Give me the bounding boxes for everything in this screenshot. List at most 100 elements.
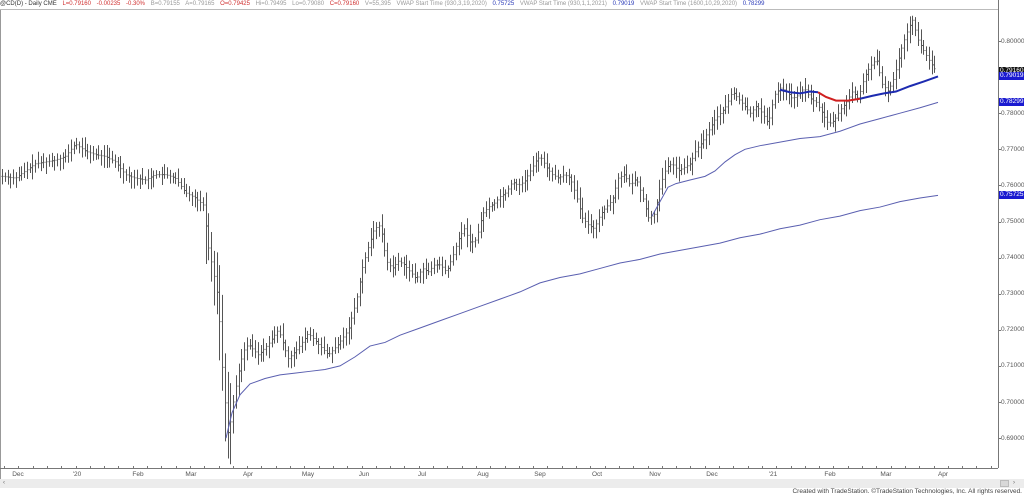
price-marker: 0.78299: [999, 98, 1024, 107]
time-axis-tick: [390, 466, 392, 469]
time-axis-tick: [833, 466, 835, 469]
time-axis-tick: [776, 466, 778, 469]
scroll-right-arrow-icon[interactable]: ›: [1013, 480, 1015, 486]
time-axis-tick: [347, 466, 349, 469]
price-axis-label: 0.74000: [1001, 254, 1024, 262]
price-axis-label: 0.73000: [1001, 290, 1024, 298]
high-price: Hi=0.79495: [255, 1, 287, 7]
time-axis-tick: [232, 466, 234, 469]
plot-left-border: [0, 10, 1, 480]
time-axis-label: May: [301, 471, 315, 478]
price-marker: 0.75725: [999, 191, 1024, 200]
time-axis-tick: [819, 466, 821, 469]
chart-scrollbar[interactable]: ‹ ›: [0, 479, 1024, 488]
time-axis-tick: [862, 466, 863, 469]
time-axis-label: Dec: [12, 471, 24, 478]
time-axis-label: Jul: [417, 471, 427, 478]
time-axis-tick: [175, 466, 177, 469]
scroll-thumb[interactable]: [1000, 480, 1009, 487]
time-axis-tick: [404, 466, 406, 469]
price-axis-label: 0.75000: [1001, 218, 1024, 225]
time-axis-label: '20: [72, 471, 82, 478]
time-axis-tick: [32, 466, 34, 469]
time-axis-label: Dec: [706, 471, 718, 478]
vwap-2021-line: [859, 75, 939, 100]
vwap1-label: VWAP Start Time (930,3,19,2020): [396, 1, 487, 7]
time-axis-line: [0, 468, 998, 469]
vwap-line: [651, 101, 939, 217]
ask-price: A=0.79165: [185, 1, 215, 7]
time-axis-label: Aug: [477, 471, 489, 478]
last-price: L=0.79160: [62, 1, 91, 7]
time-axis-label: Mar: [880, 471, 892, 478]
time-axis-tick: [661, 466, 663, 469]
time-axis-tick: [947, 466, 949, 469]
time-axis-tick: [475, 466, 477, 469]
price-axis-tick: [998, 113, 1001, 115]
price-axis-line: [998, 0, 999, 468]
price-axis-label: 0.78000: [1001, 109, 1024, 117]
price-axis-tick: [998, 365, 1001, 367]
time-axis-tick: [18, 466, 20, 469]
time-axis-tick: [647, 466, 649, 469]
time-axis-tick: [304, 466, 306, 469]
time-axis-tick: [876, 466, 878, 469]
time-axis-tick: [118, 466, 120, 469]
time-axis-tick: [189, 466, 191, 469]
time-axis-tick: [933, 466, 935, 469]
price-axis-tick: [998, 402, 1001, 403]
low-price: Lo=0.79080: [292, 1, 325, 7]
time-axis-tick: [518, 466, 520, 469]
time-axis-tick: [847, 466, 849, 469]
time-axis-tick: [46, 466, 48, 469]
scroll-left-arrow-icon[interactable]: ‹: [3, 480, 5, 486]
time-axis-label: Oct: [591, 471, 603, 478]
vwap3-value: 0.78299: [742, 1, 765, 7]
time-axis-tick: [332, 466, 334, 469]
time-axis-tick: [533, 466, 535, 469]
time-axis-tick: [375, 466, 377, 469]
time-axis-tick: [962, 466, 964, 469]
price-axis-label: 0.71000: [1001, 362, 1024, 370]
time-axis-tick: [218, 466, 220, 469]
time-axis-tick: [61, 466, 63, 469]
time-axis-tick: [461, 466, 463, 469]
time-axis-label: '21: [768, 471, 778, 478]
time-axis-tick: [4, 466, 5, 469]
open-price: O=0.79425: [220, 1, 250, 7]
time-axis-tick: [75, 466, 77, 469]
time-axis-tick: [733, 466, 735, 469]
time-axis-label: Sep: [534, 471, 546, 478]
time-axis-tick: [919, 466, 921, 469]
time-axis-label: Feb: [132, 471, 144, 478]
price-axis-tick: [998, 41, 1001, 42]
time-axis-tick: [747, 466, 749, 469]
price-marker: 0.79160: [999, 67, 1024, 76]
time-axis-tick: [504, 466, 506, 469]
vwap-2021-line: [817, 91, 861, 102]
time-axis-tick: [633, 466, 635, 469]
time-axis-tick: [361, 466, 363, 469]
time-axis-tick: [690, 466, 692, 469]
chart-header: @CD(D) - Daily CME L=0.79160 -0.00235 -0…: [0, 0, 998, 10]
price-axis-tick: [998, 293, 1001, 295]
time-axis-tick: [561, 466, 563, 469]
price-axis-tick: [998, 257, 1001, 259]
time-axis-tick: [204, 466, 206, 469]
time-axis-tick: [261, 466, 263, 469]
price-axis-tick: [998, 329, 1001, 331]
price-axis-label: 0.76000: [1001, 181, 1024, 189]
price-chart-plot[interactable]: [0, 10, 998, 468]
close-price: C=0.79160: [329, 1, 360, 7]
time-axis-tick: [590, 466, 592, 469]
time-axis-tick: [247, 466, 249, 469]
time-axis-tick: [790, 466, 792, 469]
time-axis-tick: [976, 466, 978, 469]
time-axis-label: Feb: [824, 471, 836, 478]
price-axis-label: 0.80000: [1001, 37, 1024, 45]
time-axis-label: Apr: [242, 471, 254, 478]
bid-price: B=0.79155: [150, 1, 180, 7]
time-axis-tick: [804, 466, 806, 469]
time-axis-tick: [433, 466, 434, 469]
price-axis-label: 0.72000: [1001, 326, 1024, 334]
